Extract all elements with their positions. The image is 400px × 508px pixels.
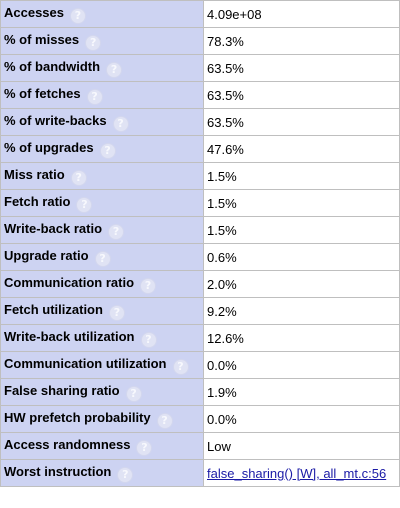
table-row-fetch-utilization: Fetch utilization? 9.2% <box>0 297 400 325</box>
help-icon[interactable]: ? <box>140 277 157 294</box>
table-row-fetch-ratio: Fetch ratio? 1.5% <box>0 189 400 217</box>
help-icon[interactable]: ? <box>70 169 87 186</box>
table-row-communication-utilization: Communication utilization? 0.0% <box>0 351 400 379</box>
row-value: Low <box>203 432 400 460</box>
help-icon[interactable]: ? <box>94 250 111 267</box>
table-row-hw-prefetch-probability: HW prefetch probability? 0.0% <box>0 405 400 433</box>
table-row-communication-ratio: Communication ratio? 2.0% <box>0 270 400 298</box>
row-value: 12.6% <box>203 324 400 352</box>
row-label: Write-back ratio? <box>0 216 204 244</box>
row-value: 1.5% <box>203 216 400 244</box>
row-value: 63.5% <box>203 81 400 109</box>
row-label: Fetch ratio? <box>0 189 204 217</box>
table-row-upgrade-ratio: Upgrade ratio? 0.6% <box>0 243 400 271</box>
help-icon[interactable]: ? <box>108 223 125 240</box>
row-value: 2.0% <box>203 270 400 298</box>
row-value: 1.5% <box>203 189 400 217</box>
row-label: % of misses? <box>0 27 204 55</box>
worst-instruction-link[interactable]: false_sharing() [W], all_mt.c:56 <box>207 465 387 481</box>
help-icon[interactable]: ? <box>106 61 123 78</box>
table-row-misses: % of misses? 78.3% <box>0 27 400 55</box>
help-icon[interactable]: ? <box>117 466 134 483</box>
row-label: Communication ratio? <box>0 270 204 298</box>
row-label: Write-back utilization? <box>0 324 204 352</box>
row-label: % of bandwidth? <box>0 54 204 82</box>
table-row-access-randomness: Access randomness? Low <box>0 432 400 460</box>
help-icon[interactable]: ? <box>112 115 129 132</box>
row-value: 63.5% <box>203 108 400 136</box>
help-icon[interactable]: ? <box>70 7 86 24</box>
help-icon[interactable]: ? <box>125 385 142 402</box>
row-value: 9.2% <box>203 297 400 325</box>
help-icon[interactable]: ? <box>136 439 153 456</box>
table-row-worst-instruction: Worst instruction? false_sharing() [W], … <box>0 459 400 487</box>
row-value: 47.6% <box>203 135 400 163</box>
table-row-upgrades: % of upgrades? 47.6% <box>0 135 400 163</box>
row-label: Miss ratio? <box>0 162 204 190</box>
row-value: 63.5% <box>203 54 400 82</box>
table-row-miss-ratio: Miss ratio? 1.5% <box>0 162 400 190</box>
row-value: false_sharing() [W], all_mt.c:56 <box>203 459 400 487</box>
help-icon[interactable]: ? <box>156 412 173 429</box>
help-icon[interactable]: ? <box>86 88 103 105</box>
row-label: Upgrade ratio? <box>0 243 204 271</box>
table-row-fetches: % of fetches? 63.5% <box>0 81 400 109</box>
row-label: % of fetches? <box>0 81 204 109</box>
table-row-accesses: Accesses? 4.09e+08 <box>0 0 400 28</box>
help-icon[interactable]: ? <box>85 34 102 51</box>
table-row-write-back-utilization: Write-back utilization? 12.6% <box>0 324 400 352</box>
row-label: HW prefetch probability? <box>0 405 204 433</box>
row-label: Access randomness? <box>0 432 204 460</box>
table-row-false-sharing-ratio: False sharing ratio? 1.9% <box>0 378 400 406</box>
table-row-bandwidth: % of bandwidth? 63.5% <box>0 54 400 82</box>
row-label: Communication utilization? <box>0 351 204 379</box>
help-icon[interactable]: ? <box>76 196 93 213</box>
table-row-write-backs: % of write-backs? 63.5% <box>0 108 400 136</box>
row-value: 78.3% <box>203 27 400 55</box>
table-row-write-back-ratio: Write-back ratio? 1.5% <box>0 216 400 244</box>
row-label: % of upgrades? <box>0 135 204 163</box>
help-icon[interactable]: ? <box>172 358 189 375</box>
row-value: 0.0% <box>203 351 400 379</box>
row-value: 1.9% <box>203 378 400 406</box>
row-label: Worst instruction? <box>0 459 204 487</box>
help-icon[interactable]: ? <box>108 304 125 321</box>
row-label: % of write-backs? <box>0 108 204 136</box>
help-icon[interactable]: ? <box>99 142 116 159</box>
row-value: 4.09e+08 <box>203 0 400 28</box>
row-value: 0.0% <box>203 405 400 433</box>
row-label: Accesses? <box>0 0 204 28</box>
row-value: 1.5% <box>203 162 400 190</box>
row-label: False sharing ratio? <box>0 378 204 406</box>
row-label: Fetch utilization? <box>0 297 204 325</box>
help-icon[interactable]: ? <box>140 331 157 348</box>
stats-table: Accesses? 4.09e+08 % of misses? 78.3% % … <box>0 0 400 487</box>
row-value: 0.6% <box>203 243 400 271</box>
